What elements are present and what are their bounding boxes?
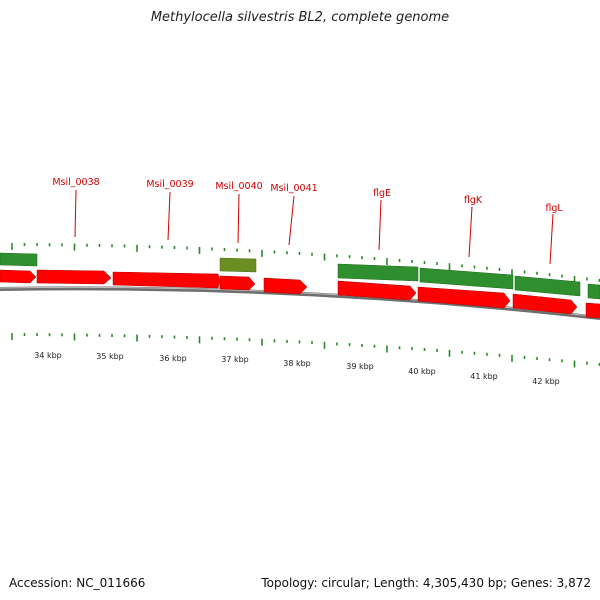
- label-leader-line: [237, 193, 240, 244]
- forward-gene: [219, 275, 256, 291]
- forward-gene: [112, 271, 221, 289]
- scale-label: 38 kbp: [283, 359, 311, 368]
- forward-strand-genes: [0, 269, 600, 319]
- scale-label: 40 kbp: [408, 367, 436, 376]
- top-tick-row: [11, 243, 600, 284]
- label-leader-line: [288, 195, 295, 246]
- scale-label: 36 kbp: [159, 354, 187, 363]
- gene-label: flgE: [373, 188, 391, 199]
- label-leader-line: [468, 206, 473, 258]
- label-leader-line: [549, 213, 554, 265]
- forward-gene: [417, 286, 511, 309]
- forward-gene: [585, 302, 600, 319]
- gene-label: Msil_0041: [270, 183, 317, 194]
- gene-label: flgK: [464, 195, 483, 206]
- gene-label: flgL: [545, 203, 563, 214]
- scale-label: 42 kbp: [532, 377, 560, 386]
- reverse-gene: [0, 252, 38, 267]
- scale-label: 35 kbp: [96, 352, 124, 361]
- other-feature-msil-0040: [219, 257, 257, 273]
- forward-gene: [512, 293, 578, 315]
- gene-label: Msil_0038: [52, 177, 99, 188]
- accession-text: Accession: NC_011666: [9, 576, 146, 590]
- gene-label: Msil_0039: [146, 179, 193, 190]
- forward-gene: [0, 269, 37, 284]
- reverse-gene: [419, 267, 514, 290]
- label-leader-line: [167, 191, 171, 241]
- scale-label: 34 kbp: [34, 351, 62, 360]
- reverse-strand-genes: [0, 252, 600, 300]
- scale-label: 39 kbp: [346, 362, 374, 371]
- reverse-gene: [337, 263, 419, 282]
- gene-label-group: Msil_0038 Msil_0039 Msil_0040 Msil_0041 …: [52, 177, 563, 265]
- scale-label: 37 kbp: [221, 355, 249, 364]
- map-title: Methylocella silvestris BL2, complete ge…: [150, 10, 450, 25]
- genome-stats-text: Topology: circular; Length: 4,305,430 bp…: [261, 576, 591, 590]
- forward-gene: [263, 277, 308, 295]
- reverse-gene: [514, 275, 581, 297]
- gene-label: Msil_0040: [215, 181, 262, 192]
- forward-gene: [36, 269, 112, 285]
- scale-label-group: 34 kbp 35 kbp 36 kbp 37 kbp 38 kbp 39 kb…: [34, 351, 560, 386]
- bottom-tick-row: [11, 333, 600, 368]
- reverse-gene: [587, 283, 600, 300]
- label-leader-line: [378, 199, 382, 251]
- forward-gene: [337, 280, 417, 301]
- scale-label: 41 kbp: [470, 372, 498, 381]
- label-leader-line: [74, 189, 77, 238]
